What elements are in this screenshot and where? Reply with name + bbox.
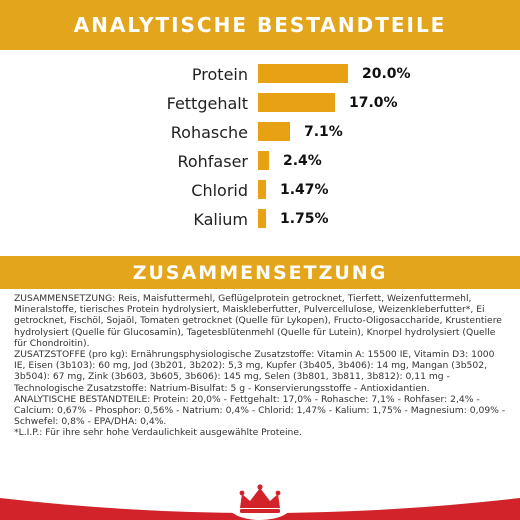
- composition-footnote: *L.I.P.: Für ihre sehr hohe Verdaulichke…: [14, 427, 302, 439]
- analysis-bar: [258, 122, 290, 141]
- analysis-bar: [258, 64, 348, 83]
- composition-text: ZUSAMMENSETZUNG: Reis, Maisfuttermehl, G…: [14, 293, 508, 439]
- composition-heading: ZUSAMMENSETZUNG: [132, 261, 388, 284]
- footer-red-arc: [0, 498, 520, 520]
- composition-additives: ZUSATZSTOFFE (pro kg): Ernährungsphysiol…: [14, 349, 495, 394]
- analysis-bar: [258, 93, 335, 112]
- royal-canin-crown-icon: [227, 484, 293, 520]
- analysis-row: Chlorid 1.47%: [0, 178, 520, 203]
- analysis-bar: [258, 151, 269, 170]
- analysis-row: Fettgehalt 17.0%: [0, 91, 520, 116]
- analysis-label: Kalium: [193, 210, 248, 229]
- analysis-label: Rohfaser: [177, 152, 248, 171]
- analysis-value: 20.0%: [362, 66, 411, 82]
- analysis-value: 1.75%: [280, 211, 329, 227]
- composition-analysis: ANALYTISCHE BESTANDTEILE: Protein: 20,0%…: [14, 393, 506, 428]
- analysis-value: 1.47%: [280, 182, 329, 198]
- analysis-value: 17.0%: [349, 95, 398, 111]
- analysis-value: 2.4%: [283, 153, 322, 169]
- analysis-row: Rohfaser 2.4%: [0, 149, 520, 174]
- analysis-label: Chlorid: [191, 181, 248, 200]
- analysis-label: Fettgehalt: [166, 94, 248, 113]
- analysis-heading-banner: ANALYTISCHE BESTANDTEILE: [0, 0, 520, 50]
- analysis-label: Rohasche: [170, 123, 248, 142]
- analysis-row: Rohasche 7.1%: [0, 120, 520, 145]
- analysis-bar: [258, 180, 266, 199]
- analysis-bar-chart: Protein 20.0% Fettgehalt 17.0% Rohasche 7.1% R…: [0, 62, 520, 237]
- analysis-value: 7.1%: [304, 124, 343, 140]
- analysis-label: Protein: [191, 65, 248, 84]
- analysis-row: Protein 20.0%: [0, 62, 520, 87]
- composition-heading-banner: ZUSAMMENSETZUNG: [0, 256, 520, 289]
- analysis-heading: ANALYTISCHE BESTANDTEILE: [73, 13, 447, 37]
- analysis-bar: [258, 209, 266, 228]
- composition-ingredients: ZUSAMMENSETZUNG: Reis, Maisfuttermehl, G…: [14, 293, 502, 349]
- analysis-row: Kalium 1.75%: [0, 207, 520, 232]
